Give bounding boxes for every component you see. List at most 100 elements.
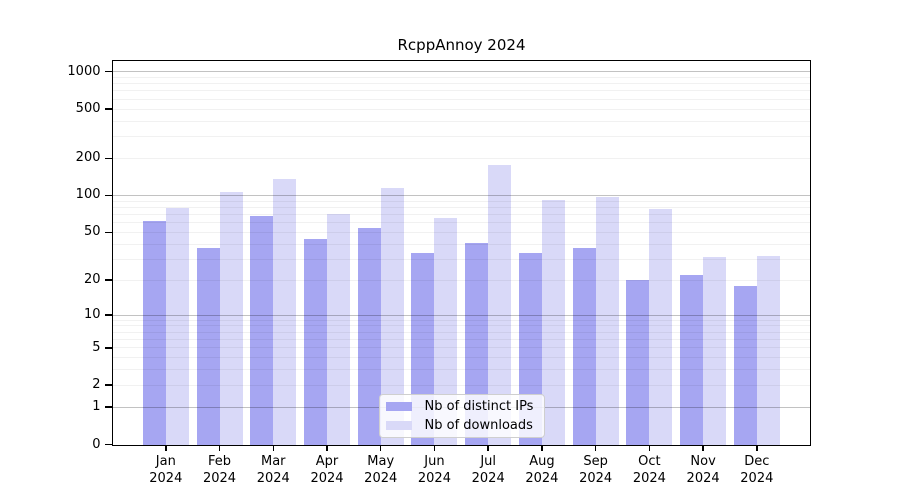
minor-gridline [112, 200, 810, 202]
y-axis-tick [105, 314, 112, 316]
bar-downloads [219, 191, 243, 445]
y-axis-tick [105, 384, 112, 386]
bar-distinct-ips [733, 285, 757, 445]
bar-distinct-ips [626, 280, 650, 445]
legend-item-distinct-ips: Nb of distinct IPs [380, 397, 544, 416]
x-tick-label: Mar 2024 [241, 453, 305, 487]
plot-area: Nb of distinct IPs Nb of downloads 1000 5… [67, 59, 811, 486]
legend-label-distinct-ips: Nb of distinct IPs [424, 398, 534, 414]
x-axis-tick [756, 444, 758, 451]
y-tick-label: 50 [83, 224, 101, 240]
chart-title: RcppAnnoy 2024 [397, 36, 526, 54]
minor-gridline [112, 213, 810, 215]
x-axis-tick [541, 444, 543, 451]
x-tick-year-label: 2024 [471, 470, 505, 486]
x-tick-label: Jul 2024 [456, 453, 520, 487]
bar-downloads [595, 197, 619, 445]
x-tick-label: Sep 2024 [564, 453, 628, 487]
y-tick-label: 1 [92, 399, 101, 415]
bar-distinct-ips [303, 239, 327, 445]
bar-downloads [380, 188, 404, 445]
bar-downloads [541, 199, 565, 445]
x-tick-year-label: 2024 [256, 470, 290, 486]
bar-downloads [326, 213, 350, 445]
x-tick-label: Jan 2024 [134, 453, 198, 487]
bar-distinct-ips [250, 216, 274, 445]
y-tick-label: 500 [75, 101, 101, 116]
minor-gridline [112, 206, 810, 208]
bar-distinct-ips [572, 248, 596, 445]
x-axis-tick [218, 444, 221, 451]
minor-gridline [112, 98, 810, 100]
bar-downloads [756, 255, 780, 445]
y-axis-tick [105, 443, 112, 446]
x-axis-tick [487, 444, 489, 451]
x-tick-year-label: 2024 [149, 470, 183, 486]
x-tick-year-label: 2024 [310, 470, 344, 486]
legend-label-downloads: Nb of downloads [424, 417, 533, 433]
x-tick-year-label: 2024 [579, 470, 613, 486]
x-axis-tick [648, 444, 651, 451]
minor-gridline [112, 136, 810, 137]
y-axis-tick [105, 70, 112, 73]
y-tick-label: 200 [75, 150, 101, 166]
minor-gridline [112, 231, 810, 233]
x-axis-tick [379, 444, 382, 451]
x-axis-tick [594, 444, 597, 451]
y-tick-label: 1000 [67, 63, 101, 79]
x-tick-label: Jun 2024 [402, 453, 466, 487]
y-tick-label: 0 [92, 436, 101, 452]
minor-gridline [112, 243, 810, 245]
y-tick-label: 10 [83, 307, 101, 323]
minor-gridline [112, 120, 810, 122]
x-tick-label: Feb 2024 [188, 453, 252, 487]
bar-distinct-ips [680, 275, 704, 445]
bar-downloads [649, 208, 673, 445]
x-axis-tick [165, 444, 167, 451]
y-axis-tick [105, 157, 112, 160]
x-tick-year-label: 2024 [417, 470, 451, 486]
y-axis-tick [105, 231, 112, 234]
legend-swatch-downloads [385, 420, 412, 430]
x-tick-year-label: 2024 [632, 470, 666, 486]
minor-gridline [112, 90, 810, 92]
legend-swatch-distinct-ips [385, 401, 412, 411]
minor-gridline [112, 222, 810, 224]
y-tick-label: 5 [92, 339, 101, 355]
legend: Nb of distinct IPs Nb of downloads [378, 393, 545, 438]
bar-distinct-ips [357, 228, 381, 445]
bar-downloads [488, 165, 512, 445]
bar-distinct-ips [196, 248, 220, 445]
y-axis-tick [105, 406, 112, 408]
legend-item-downloads: Nb of downloads [380, 416, 544, 435]
x-tick-label: May 2024 [349, 453, 413, 487]
x-tick-label: Oct 2024 [617, 453, 681, 487]
bar-downloads [434, 217, 458, 445]
y-tick-label: 100 [75, 187, 101, 203]
minor-gridline [112, 108, 810, 110]
y-axis-tick [105, 347, 112, 349]
x-tick-year-label: 2024 [364, 470, 398, 486]
x-axis-tick [433, 444, 436, 451]
bar-downloads [165, 208, 189, 445]
bar-downloads [273, 179, 297, 445]
x-tick-year-label: 2024 [740, 470, 774, 486]
minor-gridline [112, 76, 810, 78]
y-tick-label: 2 [92, 377, 101, 393]
bar-distinct-ips [142, 220, 166, 445]
major-gridline [112, 194, 810, 196]
x-axis-tick [326, 444, 328, 451]
y-tick-label: 20 [83, 272, 101, 288]
x-tick-label: Nov 2024 [671, 453, 735, 487]
y-axis-tick [105, 108, 112, 110]
minor-gridline [112, 157, 810, 159]
major-gridline [112, 71, 810, 73]
x-tick-year-label: 2024 [525, 470, 559, 486]
x-axis-tick [272, 444, 274, 451]
y-axis-tick [105, 194, 112, 197]
x-tick-label: Dec 2024 [725, 453, 789, 487]
x-tick-year-label: 2024 [202, 470, 237, 486]
x-axis-tick [702, 444, 704, 451]
y-axis-tick [105, 279, 112, 281]
x-tick-year-label: 2024 [686, 470, 720, 486]
